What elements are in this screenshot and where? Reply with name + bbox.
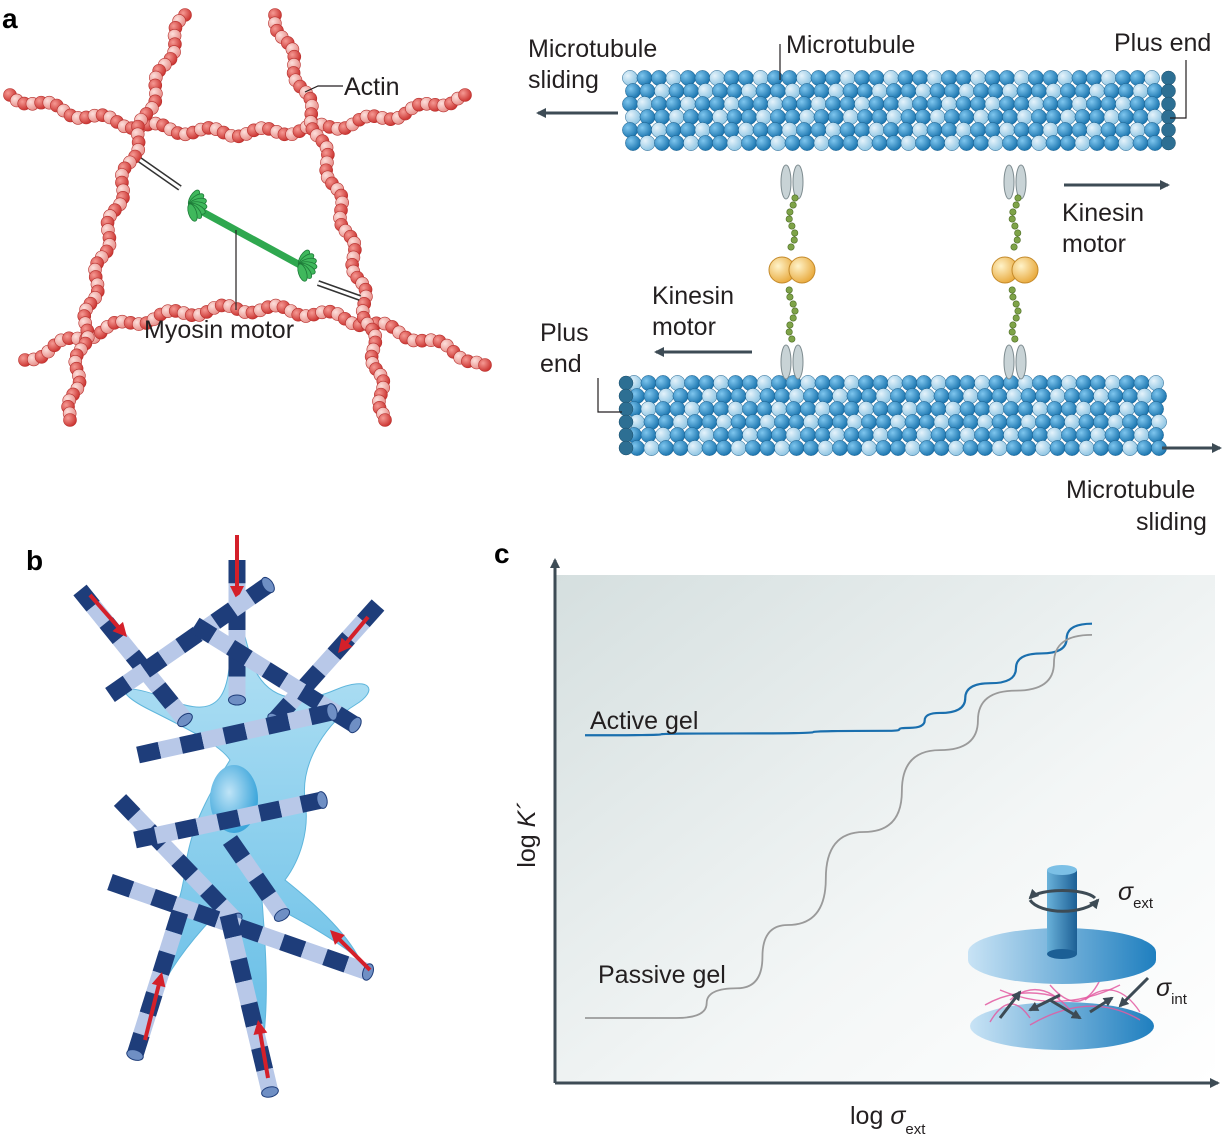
red-arrow bbox=[88, 593, 124, 633]
actin-filament bbox=[18, 298, 492, 372]
sliding-right-line1: Microtubule bbox=[1066, 476, 1195, 504]
red-arrow bbox=[143, 979, 162, 1041]
rheometer-inset bbox=[968, 865, 1156, 1050]
plot-curves bbox=[584, 622, 1093, 1019]
passive-gel-curve bbox=[584, 633, 1093, 1019]
internal-stress-arrows bbox=[998, 990, 1114, 1020]
cell-microtubule-rod bbox=[126, 909, 189, 1061]
sigma-ext-label: σext bbox=[1118, 878, 1154, 912]
kinesin-motors bbox=[768, 164, 1039, 380]
actin-network bbox=[3, 8, 492, 427]
cell-microtubule-rod bbox=[136, 703, 338, 764]
actin-filament bbox=[3, 88, 472, 144]
kinesin-left-line1: Kinesin bbox=[652, 282, 734, 310]
active-gel-curve bbox=[584, 622, 1093, 737]
kinesin-right-line1: Kinesin bbox=[1062, 199, 1144, 227]
cell-microtubules bbox=[73, 535, 385, 1098]
panel-a-letter: a bbox=[2, 3, 18, 34]
sliding-left-line1: Microtubule bbox=[528, 35, 657, 63]
cell-microtubule-rod bbox=[219, 913, 279, 1098]
kinesin bbox=[991, 164, 1039, 380]
myosin-heads-right bbox=[297, 249, 318, 282]
sliding-left-line2: sliding bbox=[528, 66, 599, 94]
red-arrow bbox=[334, 934, 372, 972]
red-arrow bbox=[257, 1027, 270, 1079]
sigma-int-label: σint bbox=[1156, 974, 1188, 1008]
series-label-active: Active gel bbox=[590, 707, 698, 735]
plus-end-top-leader bbox=[1170, 60, 1187, 119]
red-arrow bbox=[341, 615, 370, 649]
panel-c-letter: c bbox=[494, 538, 510, 569]
sliding-right-line2: sliding bbox=[1136, 508, 1207, 536]
kinesin-left-line2: motor bbox=[652, 313, 716, 341]
cell-microtubule-rod bbox=[267, 599, 385, 728]
actin-leader bbox=[304, 85, 343, 93]
kinesin bbox=[768, 164, 816, 380]
microtubule-top bbox=[622, 70, 1176, 151]
myosin-head bbox=[187, 203, 198, 222]
plus-end-bottom-line1: Plus bbox=[540, 319, 589, 347]
kinesin-right-line2: motor bbox=[1062, 230, 1126, 258]
plus-end-top-label: Plus end bbox=[1114, 29, 1211, 57]
actin-filament bbox=[268, 8, 392, 427]
microtubule-label: Microtubule bbox=[786, 31, 915, 59]
cell-microtubule-rod bbox=[73, 584, 193, 728]
actin-filament bbox=[61, 8, 192, 427]
series-label-passive: Passive gel bbox=[598, 961, 726, 989]
myosin-label: Myosin motor bbox=[144, 316, 294, 344]
myosin-heads-left bbox=[187, 189, 208, 222]
plus-end-bottom-line2: end bbox=[540, 350, 582, 378]
myosin-head bbox=[297, 263, 308, 282]
x-axis-label: log σext bbox=[850, 1102, 926, 1138]
actin-label: Actin bbox=[344, 73, 400, 101]
myosin-motor bbox=[138, 157, 362, 301]
microtubule-bottom bbox=[618, 375, 1167, 456]
panel-b-letter: b bbox=[26, 545, 43, 576]
plus-end-bottom-leader bbox=[597, 378, 622, 413]
cell-microtubule-rod bbox=[133, 791, 328, 849]
rotation-arrow bbox=[1028, 898, 1100, 913]
bottom-plate bbox=[970, 1002, 1154, 1050]
shaft-top bbox=[1047, 865, 1077, 875]
y-axis-label: log K´ bbox=[513, 802, 541, 867]
cell-microtubule-rod bbox=[223, 835, 291, 922]
